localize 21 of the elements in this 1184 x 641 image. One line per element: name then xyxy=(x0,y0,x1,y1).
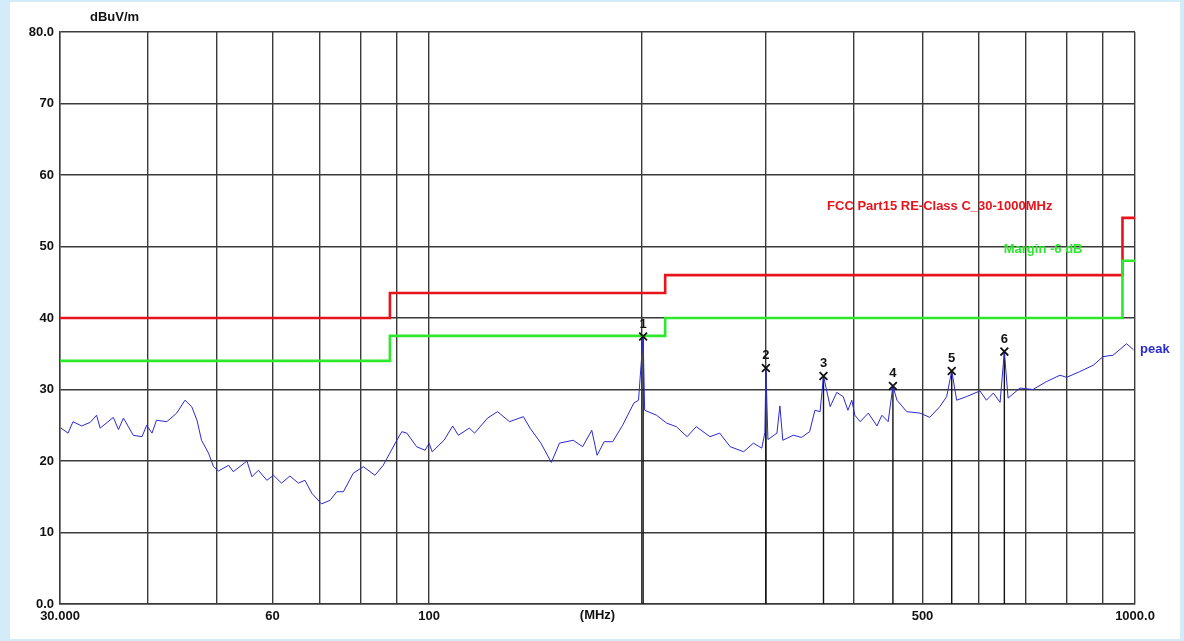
y-tick-label: 60 xyxy=(39,166,54,182)
x-tick-label: 60 xyxy=(265,608,280,624)
series-label: peak xyxy=(1140,341,1171,357)
y-tick-label: 80.0 xyxy=(28,23,54,39)
x-tick-label: 30.000 xyxy=(40,608,80,624)
annotation: 3 xyxy=(819,354,828,370)
y-tick-label: 70 xyxy=(39,95,54,111)
annotation: 5 xyxy=(948,349,956,365)
x-axis-title: (MHz) xyxy=(579,607,616,623)
y-tick-label: 20 xyxy=(39,452,54,468)
y-axis-title: dBuV/m xyxy=(90,8,140,24)
annotation: 4 xyxy=(889,364,898,380)
y-tick-label: 10 xyxy=(39,524,54,540)
annotation: 6 xyxy=(1000,330,1008,346)
y-tick-label: 50 xyxy=(39,238,54,254)
x-tick-label: 100 xyxy=(418,608,440,624)
y-tick-label: 40 xyxy=(39,309,54,325)
y-tick-label: 0.0 xyxy=(35,595,54,611)
y-tick-label: 30 xyxy=(39,381,54,397)
x-tick-label: 1000.0 xyxy=(1115,608,1155,624)
x-tick-label: 500 xyxy=(911,608,934,624)
